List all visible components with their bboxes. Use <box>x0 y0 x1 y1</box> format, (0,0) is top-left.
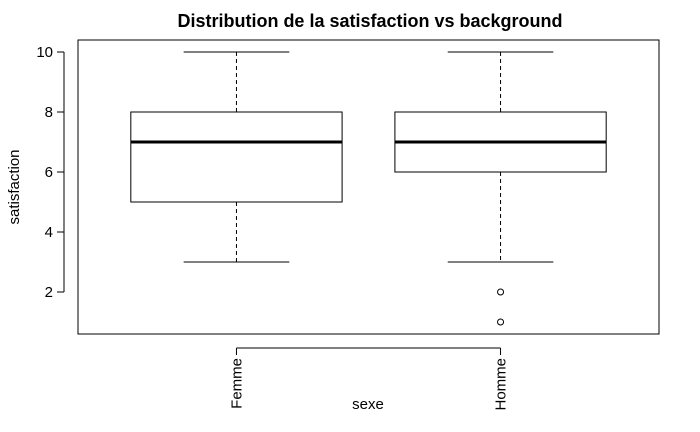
boxes <box>130 51 607 326</box>
x-axis-label: sexe <box>352 396 384 413</box>
box-homme <box>394 51 607 326</box>
y-tick-label: 6 <box>45 164 53 181</box>
outlier-point <box>497 318 505 326</box>
y-tick-label: 10 <box>36 44 53 61</box>
y-tick-label: 4 <box>45 224 53 241</box>
x-tick-label: Femme <box>228 358 245 409</box>
y-axis-label: satisfaction <box>6 149 23 224</box>
outlier-point <box>497 288 505 296</box>
y-axis: 2 4 6 8 10 <box>36 44 65 301</box>
x-tick-label: Homme <box>493 358 510 411</box>
plot-frame <box>77 39 660 335</box>
iqr-box <box>130 111 343 203</box>
chart-title: Distribution de la satisfaction vs backg… <box>177 11 562 31</box>
box-femme <box>130 51 343 263</box>
y-tick-label: 8 <box>45 104 53 121</box>
y-tick-label: 2 <box>45 284 53 301</box>
x-axis: Femme Homme <box>228 347 510 411</box>
